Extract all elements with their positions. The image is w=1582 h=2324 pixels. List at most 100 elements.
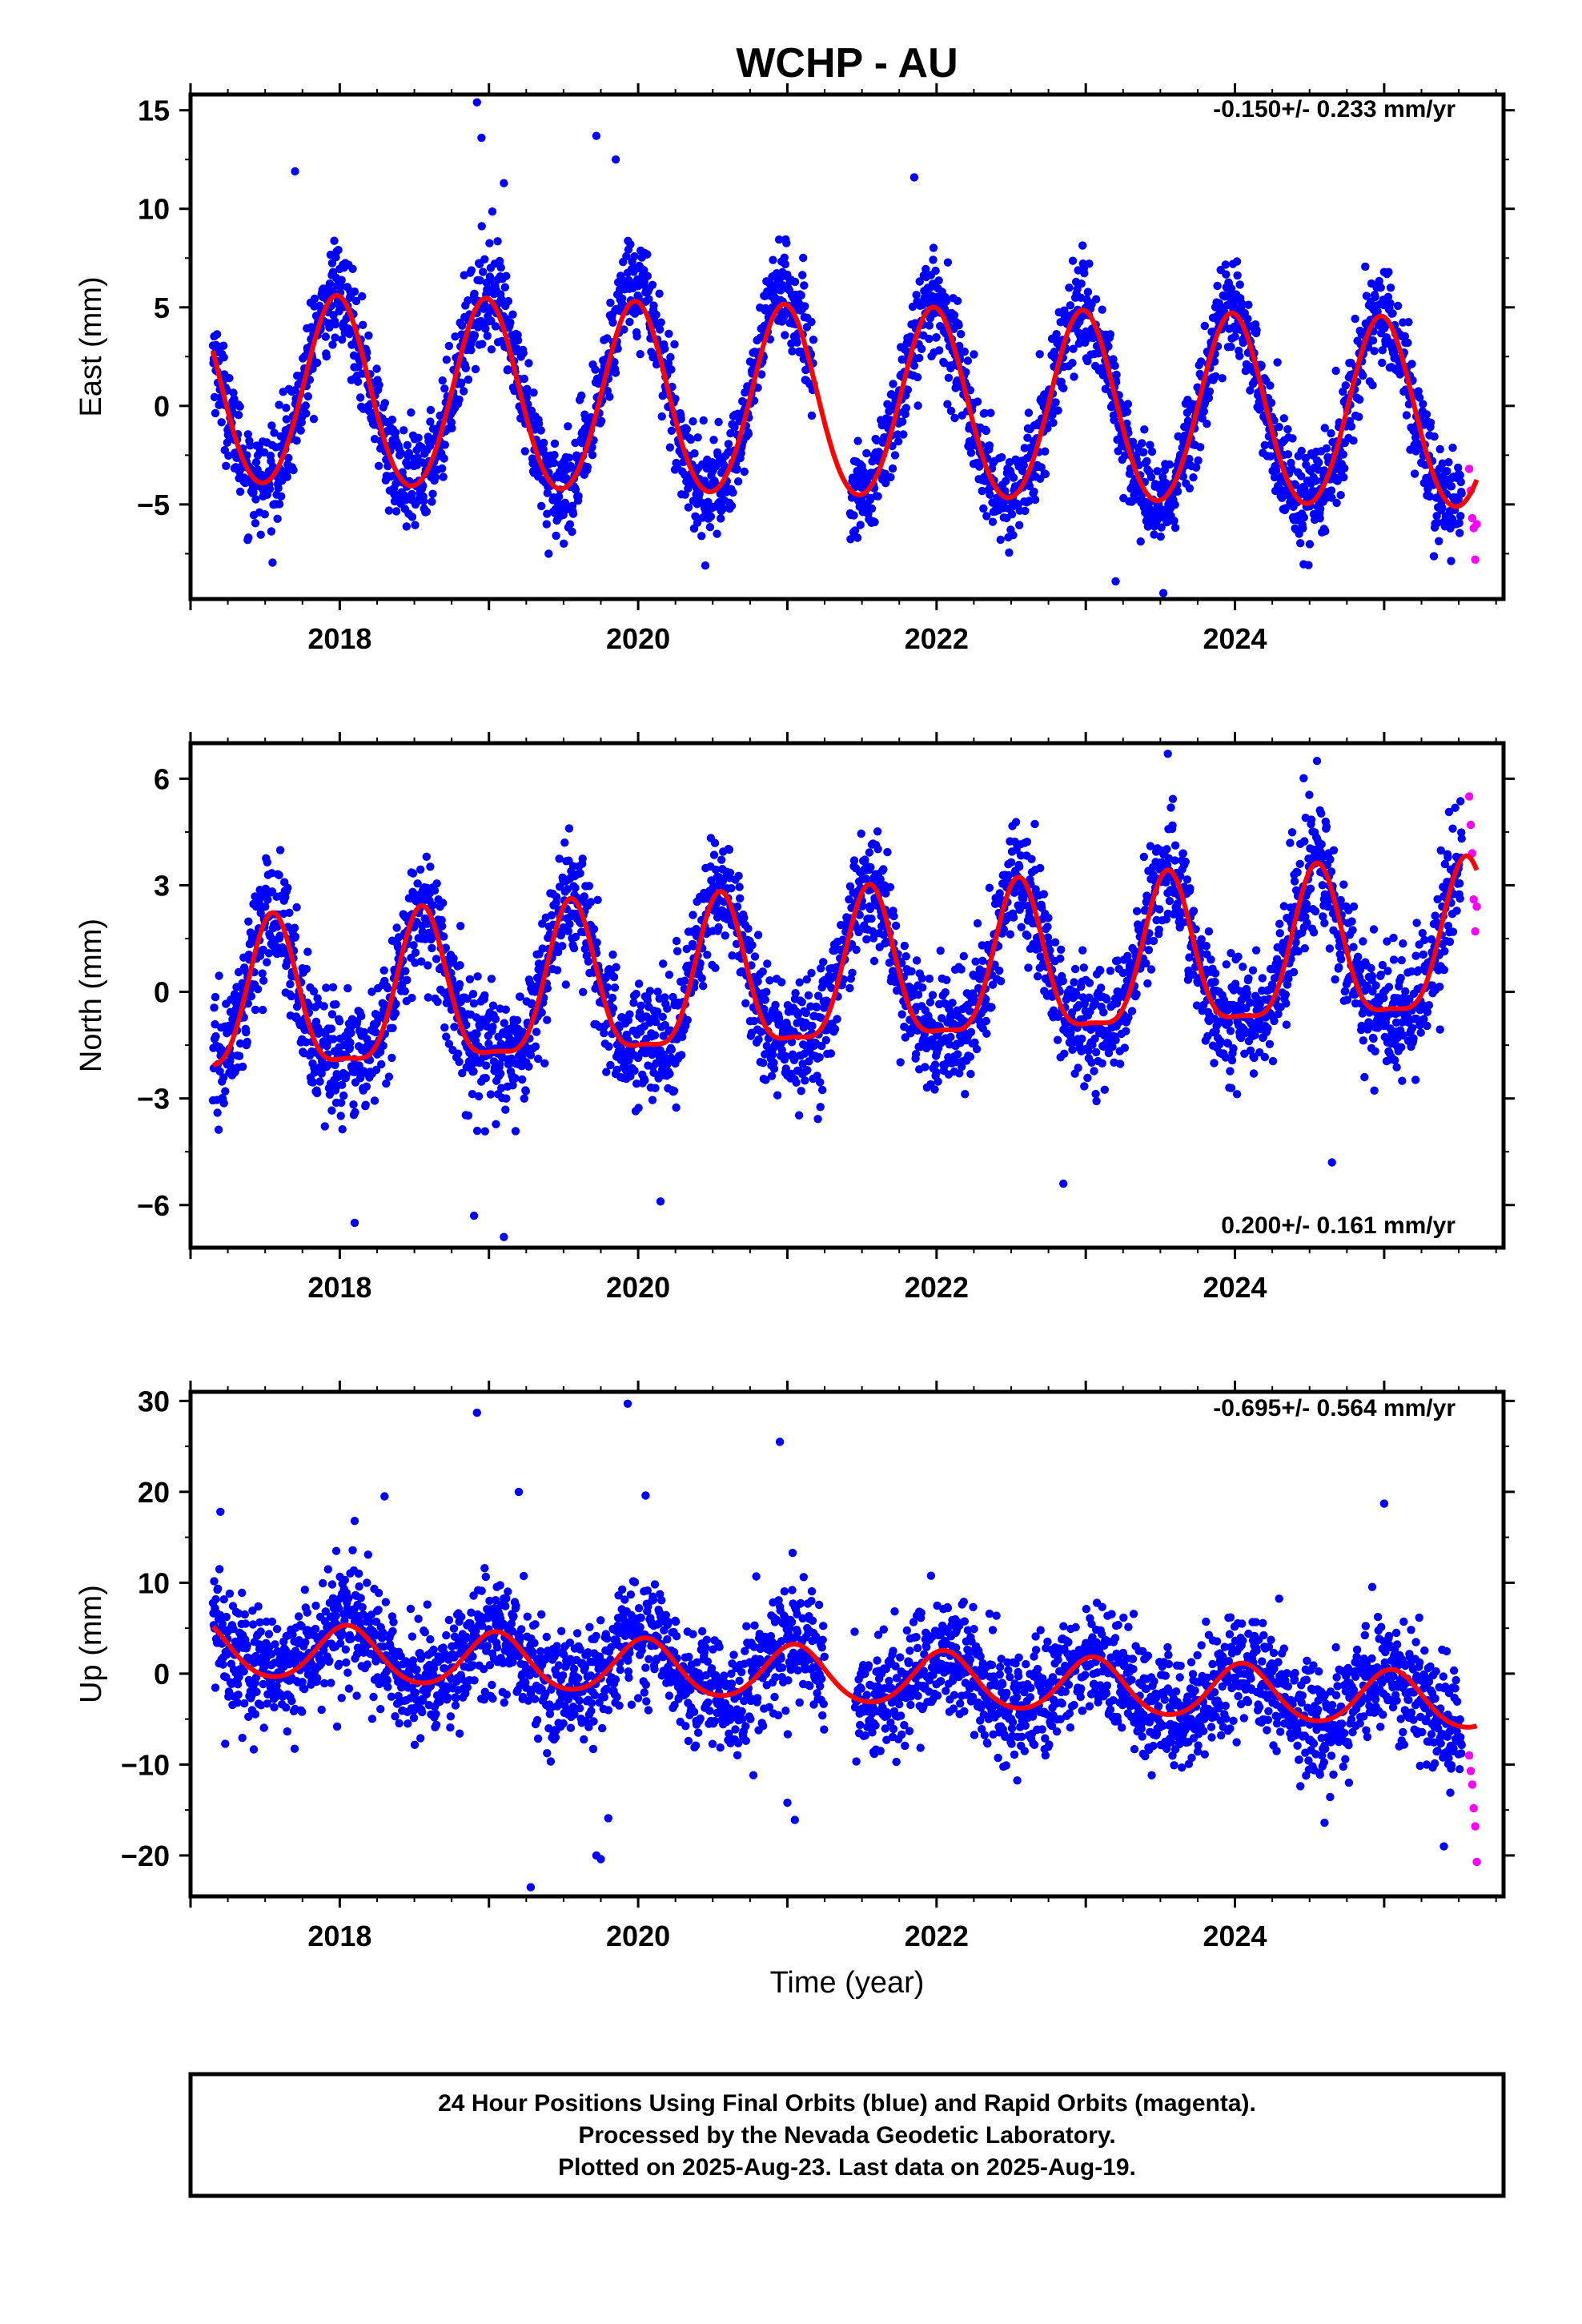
outlier-point: [544, 549, 553, 558]
data-point: [292, 436, 301, 445]
data-point: [735, 883, 744, 891]
data-point: [550, 439, 560, 448]
data-point: [468, 990, 478, 999]
data-point: [1304, 561, 1313, 569]
data-point: [274, 484, 283, 493]
data-point: [267, 869, 276, 878]
data-point: [667, 426, 677, 435]
data-point: [460, 387, 468, 396]
data-point: [1060, 306, 1069, 315]
data-point: [524, 1062, 533, 1072]
data-point: [1283, 450, 1293, 459]
data-point: [588, 443, 596, 452]
data-point: [403, 440, 412, 450]
data-point: [1098, 305, 1106, 314]
data-point: [404, 448, 414, 458]
data-point: [387, 415, 397, 424]
data-point: [782, 239, 791, 247]
data-point: [508, 310, 517, 319]
east-x-tick-label: 2022: [905, 622, 969, 655]
data-point: [625, 1010, 634, 1019]
data-point: [371, 1027, 380, 1037]
data-point: [568, 527, 576, 537]
data-point: [1301, 453, 1311, 463]
data-point: [325, 279, 335, 288]
data-point: [384, 506, 394, 515]
data-point: [244, 533, 253, 542]
data-point: [496, 263, 505, 272]
data-point: [809, 336, 818, 344]
data-point: [550, 451, 559, 460]
data-point: [1252, 326, 1261, 335]
data-point: [998, 452, 1006, 462]
data-point: [632, 989, 640, 999]
data-point: [1009, 473, 1018, 482]
data-point: [296, 426, 305, 435]
data-point: [580, 892, 588, 901]
data-point: [457, 378, 466, 387]
data-point: [1260, 440, 1270, 450]
data-point: [950, 413, 959, 423]
data-point: [699, 982, 708, 991]
data-point: [1400, 332, 1410, 341]
data-point: [813, 991, 823, 1000]
data-point: [849, 511, 858, 520]
data-point: [488, 1023, 497, 1031]
data-point: [985, 441, 994, 450]
data-point: [439, 472, 448, 481]
data-point: [717, 855, 726, 864]
data-point: [757, 1027, 765, 1036]
data-point: [672, 936, 681, 946]
data-point: [858, 902, 867, 911]
data-point: [1140, 425, 1149, 434]
data-point: [888, 464, 897, 473]
data-point: [275, 931, 284, 940]
data-point: [661, 1020, 669, 1030]
data-point: [474, 1092, 484, 1101]
data-point: [1423, 485, 1432, 493]
data-point: [1160, 465, 1170, 475]
east-y-tick-label: 15: [138, 94, 170, 127]
data-point: [848, 968, 857, 978]
data-point: [1237, 299, 1246, 308]
data-point: [950, 311, 959, 320]
data-point: [648, 1096, 657, 1104]
data-point: [1065, 283, 1074, 292]
data-point: [467, 346, 476, 355]
data-point: [265, 485, 275, 493]
data-point: [962, 368, 970, 376]
data-point: [290, 923, 299, 932]
data-point: [725, 868, 735, 878]
data-point: [816, 964, 825, 973]
data-point: [797, 998, 806, 1007]
data-point: [392, 923, 401, 932]
data-point: [1456, 471, 1464, 480]
data-point: [677, 1051, 686, 1059]
data-point: [380, 399, 389, 408]
data-point: [1349, 436, 1358, 445]
data-point: [242, 1027, 251, 1037]
data-point: [651, 1017, 661, 1027]
data-point: [725, 845, 734, 854]
data-point: [656, 318, 665, 327]
data-point: [1005, 548, 1014, 557]
data-point: [1339, 387, 1347, 396]
data-point: [818, 958, 828, 967]
data-point: [335, 1017, 344, 1026]
data-point: [1361, 262, 1370, 271]
data-point: [533, 1055, 543, 1063]
data-point: [865, 904, 875, 914]
data-point: [534, 419, 544, 428]
data-point: [589, 925, 599, 934]
data-point: [915, 353, 924, 363]
data-point: [347, 1028, 355, 1038]
data-point: [564, 453, 574, 462]
data-point: [800, 281, 809, 290]
data-point: [400, 426, 408, 435]
east-y-tick-label: 0: [154, 390, 170, 423]
data-point: [714, 923, 723, 932]
data-point: [1035, 350, 1044, 359]
data-point: [1321, 527, 1330, 536]
data-point: [496, 1069, 505, 1078]
data-point: [652, 310, 661, 320]
